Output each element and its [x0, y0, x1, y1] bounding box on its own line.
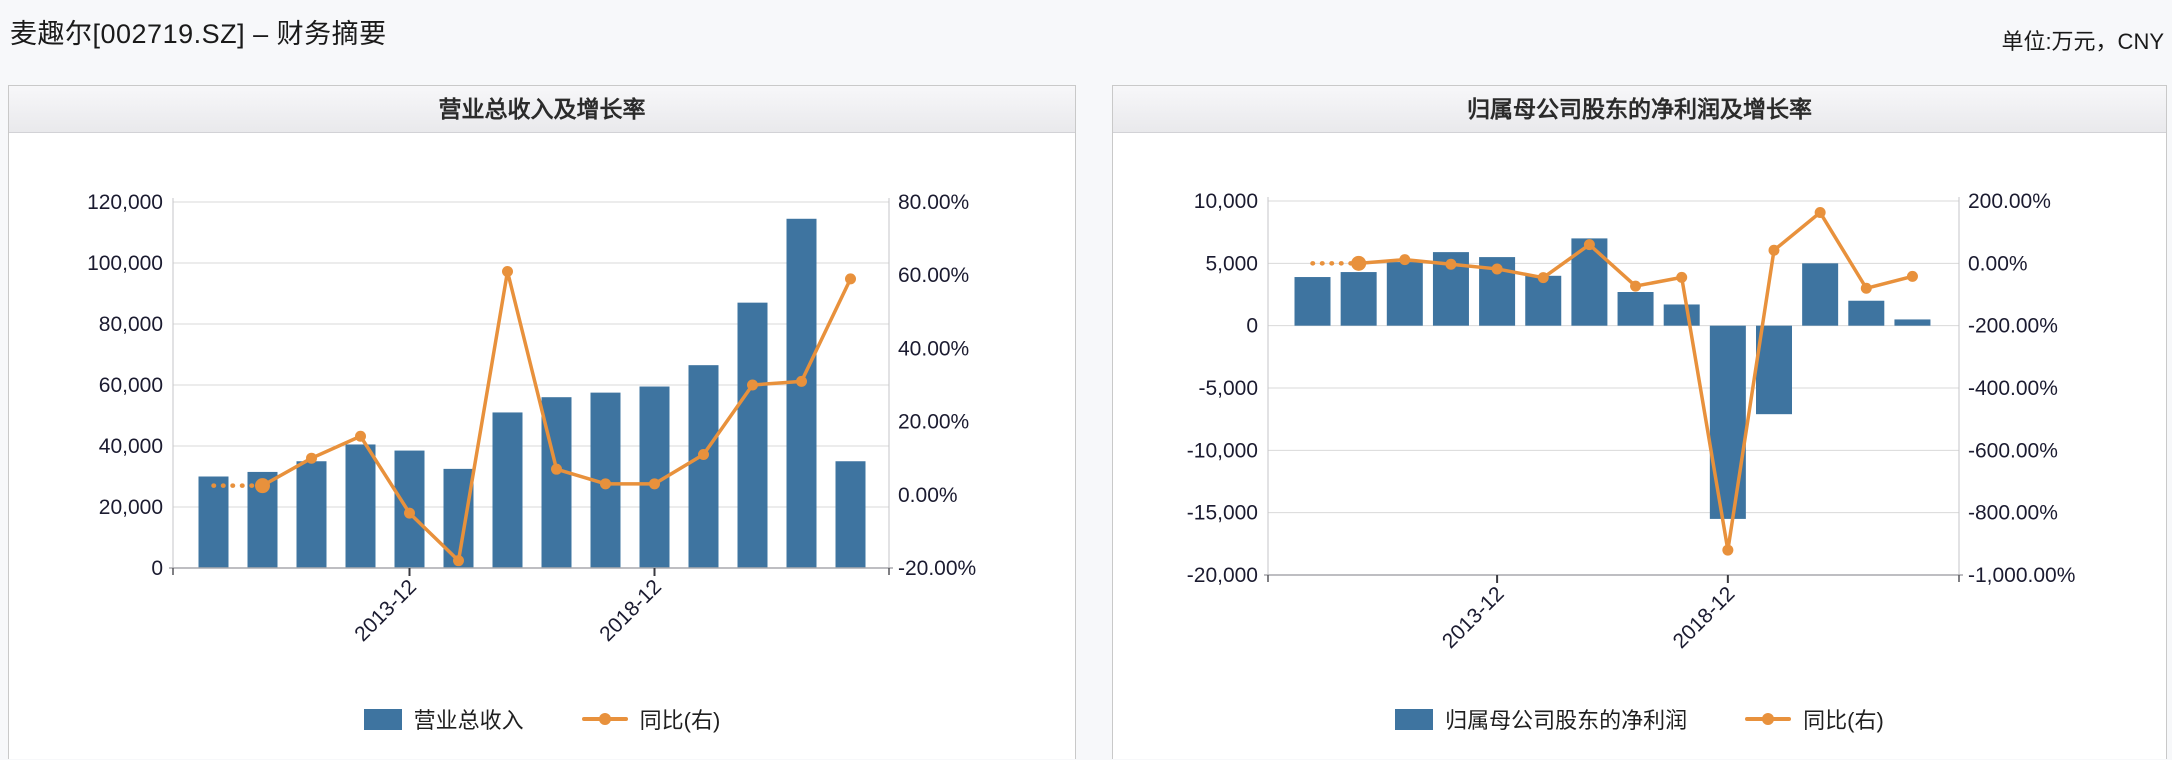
- svg-text:-400.00%: -400.00%: [1968, 377, 2058, 400]
- legend-label: 同比(右): [1803, 708, 1884, 733]
- revenue-chart-plot: 2013-12 2018-12 120,000 100,000 80,000 60,000…: [87, 191, 976, 646]
- line-marker-icon: [581, 713, 628, 725]
- svg-text:-20.00%: -20.00%: [898, 557, 976, 580]
- svg-text:20,000: 20,000: [99, 496, 163, 519]
- svg-text:60.00%: 60.00%: [898, 264, 969, 287]
- svg-text:2013-12: 2013-12: [1438, 582, 1509, 653]
- net-profit-chart-panel: 2013-12 2018-12 10,000 5,000 0 -5,000 -10,000 -…: [1112, 85, 2167, 759]
- bar-swatch-icon: [363, 708, 402, 730]
- legend-item-yoy[interactable]: 同比(右): [581, 703, 721, 735]
- net-profit-chart-legend: 归属母公司股东的净利润 同比(右): [1113, 702, 2166, 736]
- revenue-chart-title: 营业总收入及增长率: [9, 86, 1075, 133]
- svg-text:10,000: 10,000: [1194, 190, 1258, 213]
- svg-text:-600.00%: -600.00%: [1968, 439, 2058, 462]
- svg-text:-15,000: -15,000: [1187, 502, 1258, 525]
- line-marker-icon: [1745, 713, 1792, 725]
- svg-text:2013-12: 2013-12: [350, 575, 421, 646]
- bar-swatch-icon: [1395, 708, 1434, 730]
- net-profit-chart-title: 归属母公司股东的净利润及增长率: [1113, 86, 2166, 133]
- svg-text:2018-12: 2018-12: [595, 575, 666, 646]
- svg-text:80,000: 80,000: [99, 313, 163, 336]
- legend-label: 营业总收入: [413, 708, 524, 733]
- svg-text:-200.00%: -200.00%: [1968, 315, 2058, 338]
- legend-item-yoy[interactable]: 同比(右): [1745, 703, 1884, 735]
- svg-text:0.00%: 0.00%: [898, 484, 958, 507]
- legend-label: 同比(右): [639, 708, 721, 733]
- svg-text:2018-12: 2018-12: [1669, 582, 1740, 653]
- svg-text:200.00%: 200.00%: [1968, 190, 2051, 213]
- svg-text:-1,000.00%: -1,000.00%: [1968, 564, 2075, 587]
- svg-text:20.00%: 20.00%: [898, 411, 969, 434]
- svg-text:-10,000: -10,000: [1187, 439, 1258, 462]
- svg-text:80.00%: 80.00%: [898, 191, 969, 214]
- svg-text:-5,000: -5,000: [1198, 377, 1258, 400]
- svg-text:120,000: 120,000: [87, 191, 163, 214]
- legend-item-revenue[interactable]: 营业总收入: [363, 703, 524, 735]
- svg-text:0: 0: [151, 557, 163, 580]
- svg-text:-20,000: -20,000: [1187, 564, 1258, 587]
- svg-text:60,000: 60,000: [99, 374, 163, 397]
- svg-text:5,000: 5,000: [1205, 252, 1258, 275]
- svg-text:40.00%: 40.00%: [898, 337, 969, 360]
- svg-text:100,000: 100,000: [87, 252, 163, 275]
- svg-text:-800.00%: -800.00%: [1968, 502, 2058, 525]
- revenue-chart-panel: 2013-12 2018-12 120,000 100,000 80,000 60,000…: [8, 85, 1076, 759]
- svg-text:0: 0: [1246, 315, 1258, 338]
- legend-item-net-profit[interactable]: 归属母公司股东的净利润: [1395, 703, 1687, 735]
- svg-text:40,000: 40,000: [99, 435, 163, 458]
- page-title: 麦趣尔[002719.SZ] – 财务摘要: [10, 19, 387, 49]
- revenue-chart-legend: 营业总收入 同比(右): [9, 702, 1075, 736]
- legend-label: 归属母公司股东的净利润: [1445, 708, 1688, 733]
- unit-label: 单位:万元，CNY: [2001, 29, 2164, 54]
- net-profit-chart-plot: 2013-12 2018-12 10,000 5,000 0 -5,000 -10,000 -…: [1187, 190, 2076, 653]
- svg-text:0.00%: 0.00%: [1968, 252, 2028, 275]
